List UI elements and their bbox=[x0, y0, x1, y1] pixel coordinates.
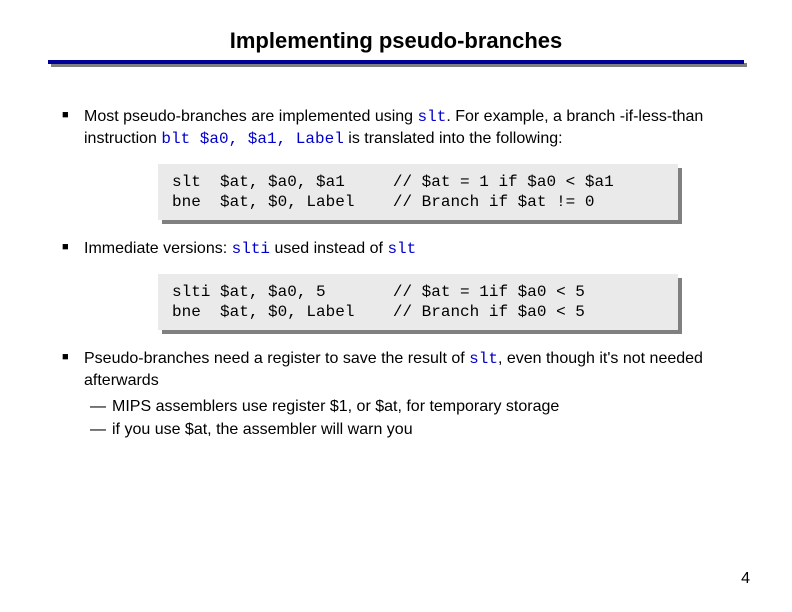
code-block-1: slt $at, $a0, $a1 // $at = 1 if $a0 < $a… bbox=[158, 164, 678, 220]
title-wrap: Implementing pseudo-branches bbox=[40, 28, 752, 54]
bullet-3a: MIPS assemblers use register $1, or $at,… bbox=[48, 396, 744, 417]
code-block-2: slti $at, $a0, 5 // $at = 1if $a0 < 5 bn… bbox=[158, 274, 678, 330]
code-keyword-slti: slti bbox=[232, 240, 270, 258]
bullet-3b: if you use $at, the assembler will warn … bbox=[48, 419, 744, 440]
slide-title: Implementing pseudo-branches bbox=[230, 28, 563, 54]
title-rule-bar bbox=[48, 60, 744, 64]
code-box: slt $at, $a0, $a1 // $at = 1 if $a0 < $a… bbox=[158, 164, 678, 220]
code-box: slti $at, $a0, 5 // $at = 1if $a0 < 5 bn… bbox=[158, 274, 678, 330]
bullet-1: Most pseudo-branches are implemented usi… bbox=[48, 106, 744, 150]
text: Immediate versions: bbox=[84, 240, 232, 257]
code-keyword-slt: slt bbox=[387, 240, 416, 258]
text: is translated into the following: bbox=[344, 130, 563, 147]
code-keyword-slt: slt bbox=[418, 108, 447, 126]
title-rule bbox=[48, 60, 744, 68]
slide: Implementing pseudo-branches Most pseudo… bbox=[0, 0, 792, 612]
text: Most pseudo-branches are implemented usi… bbox=[84, 108, 418, 125]
code-keyword-slt: slt bbox=[469, 350, 498, 368]
text: MIPS assemblers use register $1, or $at,… bbox=[112, 398, 559, 415]
code-inline-blt: blt $a0, $a1, Label bbox=[161, 130, 343, 148]
bullet-2: Immediate versions: slti used instead of… bbox=[48, 238, 744, 260]
text: Pseudo-branches need a register to save … bbox=[84, 350, 469, 367]
page-number: 4 bbox=[741, 570, 750, 588]
bullet-3: Pseudo-branches need a register to save … bbox=[48, 348, 744, 391]
text: if you use $at, the assembler will warn … bbox=[112, 421, 413, 438]
text: used instead of bbox=[270, 240, 387, 257]
slide-content: Most pseudo-branches are implemented usi… bbox=[40, 106, 752, 440]
